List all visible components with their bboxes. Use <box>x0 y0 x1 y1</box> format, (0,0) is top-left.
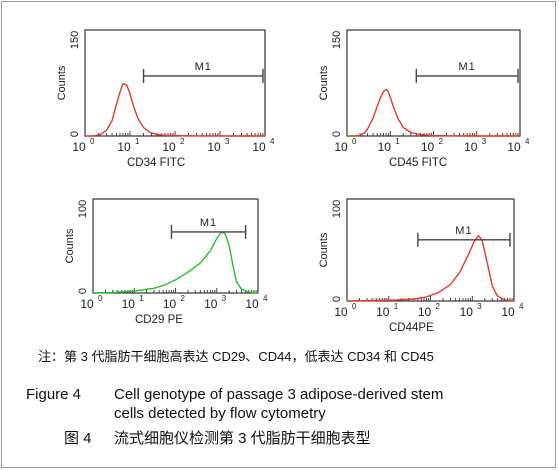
plot-frame <box>346 198 515 302</box>
x-tick-label: 10 <box>376 305 390 319</box>
x-tick-exponent: 4 <box>525 137 530 146</box>
x-tick-exponent: 4 <box>519 302 524 311</box>
x-tick-label: 10 <box>162 140 176 154</box>
x-tick-label: 10 <box>245 297 259 311</box>
x-tick-exponent: 0 <box>98 294 103 303</box>
x-tick-exponent: 0 <box>352 302 357 311</box>
x-tick-exponent: 1 <box>395 137 400 146</box>
x-tick-label: 10 <box>72 140 86 154</box>
caption-chinese-text: 流式细胞仪检测第 3 代脂肪干细胞表型 <box>114 430 371 447</box>
x-tick-exponent: 2 <box>439 137 444 146</box>
x-tick-label: 10 <box>334 305 348 319</box>
y-tick-label: 100 <box>331 200 343 218</box>
plot-frame <box>92 198 259 294</box>
x-tick-label: 10 <box>334 140 348 154</box>
gate-label: M1 <box>200 217 217 229</box>
x-tick-exponent: 4 <box>270 137 275 146</box>
histogram-panel-top-left: 10 0 10 1 10 2 10 3 10 4 0 150 Counts CD34 FITC M1 <box>56 29 275 169</box>
histogram-curve <box>92 231 259 294</box>
x-tick-label: 10 <box>122 297 136 311</box>
y-axis-title: Counts <box>64 228 76 263</box>
y-tick-label: 150 <box>69 31 81 49</box>
x-tick-label: 10 <box>204 297 218 311</box>
gate-label: M1 <box>195 61 212 73</box>
x-tick-label: 10 <box>252 140 266 154</box>
x-tick-exponent: 2 <box>436 302 441 311</box>
x-axis-title: CD29 PE <box>135 314 183 326</box>
y-tick-label: 100 <box>77 200 89 218</box>
gate-label: M1 <box>455 225 472 237</box>
x-tick-exponent: 1 <box>139 294 144 303</box>
x-tick-label: 10 <box>163 297 177 311</box>
figure-note: 注：第 3 代脂肪干细胞高表达 CD29、CD44，低表达 CD34 和 CD4… <box>38 349 434 364</box>
x-tick-exponent: 2 <box>180 137 185 146</box>
x-tick-exponent: 0 <box>90 137 95 146</box>
x-axis-title: CD34 FITC <box>127 157 185 169</box>
x-tick-exponent: 2 <box>181 294 186 303</box>
caption-label: Figure 4 <box>26 386 82 403</box>
x-tick-exponent: 0 <box>352 137 357 146</box>
y-axis-title: Counts <box>56 65 68 100</box>
x-tick-label: 10 <box>460 305 474 319</box>
x-tick-exponent: 3 <box>225 137 230 146</box>
x-tick-exponent: 4 <box>263 294 268 303</box>
x-tick-exponent: 3 <box>477 302 482 311</box>
y-tick-label: 0 <box>331 131 343 137</box>
x-tick-label: 10 <box>501 305 515 319</box>
x-axis-title: CD44PE <box>389 322 434 334</box>
x-tick-exponent: 3 <box>222 294 227 303</box>
x-axis-title: CD45 FITC <box>389 157 447 169</box>
x-tick-label: 10 <box>378 140 392 154</box>
flow-cytometry-panels: 10 0 10 1 10 2 10 3 10 4 0 150 Counts CD34 FITC M1 10 0 1… <box>56 29 530 334</box>
caption-english-line2: cells detected by flow cytometry <box>114 405 326 422</box>
histogram-curve <box>85 83 265 137</box>
histogram-curve <box>347 88 520 137</box>
y-tick-label: 0 <box>331 296 343 302</box>
x-tick-exponent: 3 <box>482 137 487 146</box>
x-tick-label: 10 <box>207 140 221 154</box>
x-tick-exponent: 1 <box>135 137 140 146</box>
x-tick-label: 10 <box>117 140 131 154</box>
x-tick-label: 10 <box>507 140 521 154</box>
x-tick-exponent: 1 <box>394 302 399 311</box>
y-tick-label: 150 <box>331 31 343 49</box>
y-axis-title: Counts <box>318 65 330 100</box>
y-tick-label: 0 <box>77 288 89 294</box>
x-tick-label: 10 <box>80 297 94 311</box>
x-tick-label: 10 <box>464 140 478 154</box>
gate-label: M1 <box>459 61 476 73</box>
plot-frame <box>346 29 521 137</box>
histogram-curve <box>346 235 515 302</box>
y-tick-label: 0 <box>69 131 81 137</box>
x-tick-label: 10 <box>418 305 432 319</box>
caption-chinese-label: 图 4 <box>64 430 92 447</box>
y-axis-title: Counts <box>318 232 330 267</box>
x-tick-label: 10 <box>421 140 435 154</box>
caption-english-line1: Cell genotype of passage 3 adipose-deriv… <box>114 386 444 403</box>
